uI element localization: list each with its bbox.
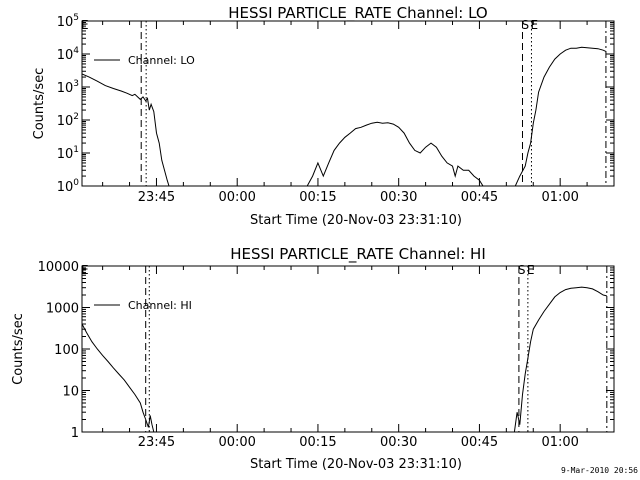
y-tick-label: 104 bbox=[57, 46, 80, 63]
series-line-segment bbox=[513, 286, 607, 432]
x-tick-label: 01:00 bbox=[541, 435, 578, 450]
event-marker-label: E bbox=[530, 18, 538, 32]
y-tick-label: 10000 bbox=[38, 260, 79, 275]
chart-title: HESSI PARTICLE_RATE Channel: HI bbox=[230, 245, 486, 264]
plot-frame bbox=[81, 20, 615, 187]
chart-title: HESSI PARTICLE_RATE Channel: LO bbox=[228, 4, 487, 23]
y-tick-label: 1000 bbox=[46, 302, 79, 317]
event-marker-label: E bbox=[81, 263, 89, 277]
series-line-segment bbox=[514, 46, 607, 186]
x-tick-label: 00:00 bbox=[218, 190, 255, 205]
y-tick-label: 103 bbox=[57, 79, 79, 96]
x-axis-label: Start Time (20-Nov-03 23:31:10) bbox=[250, 213, 462, 228]
x-tick-label: 00:30 bbox=[380, 190, 417, 205]
chart-panel-lo: HESSI PARTICLE_RATE Channel: LO 100 101 102… bbox=[32, 4, 615, 228]
y-axis-label: Counts/sec bbox=[11, 313, 26, 385]
x-axis-label: Start Time (20-Nov-03 23:31:10) bbox=[250, 457, 462, 472]
x-tick-label: 00:45 bbox=[461, 435, 498, 450]
x-tick-label: 01:00 bbox=[541, 190, 578, 205]
x-tick-label: 23:45 bbox=[138, 435, 175, 450]
legend-label: Channel: LO bbox=[128, 54, 195, 67]
y-tick-label: 102 bbox=[57, 112, 79, 129]
event-marker-label: S bbox=[521, 18, 529, 32]
y-tick-label: 105 bbox=[57, 13, 79, 30]
chart-panel-hi: HESSI PARTICLE_RATE Channel: HI 1 10 100 100… bbox=[11, 245, 615, 472]
event-marker-label: S bbox=[518, 263, 526, 277]
series-line-segment bbox=[306, 121, 484, 186]
x-tick-label: 23:45 bbox=[138, 190, 175, 205]
y-tick-label: 101 bbox=[57, 145, 79, 162]
y-axis-label: Counts/sec bbox=[32, 68, 47, 140]
x-tick-label: 00:30 bbox=[380, 435, 417, 450]
legend-label: Channel: HI bbox=[128, 299, 192, 312]
y-tick-label: 10 bbox=[62, 385, 79, 400]
x-tick-label: 00:15 bbox=[299, 435, 336, 450]
y-tick-label: 100 bbox=[57, 178, 80, 195]
event-marker-label: E bbox=[527, 263, 535, 277]
series-line-segment bbox=[82, 323, 155, 432]
x-tick-label: 00:15 bbox=[299, 190, 336, 205]
series-line-segment bbox=[82, 73, 170, 186]
plot-timestamp: 9-Mar-2010 20:56 bbox=[560, 466, 638, 475]
y-tick-label: 1 bbox=[71, 426, 79, 441]
x-tick-label: 00:45 bbox=[461, 190, 498, 205]
x-tick-label: 00:00 bbox=[218, 435, 255, 450]
y-tick-label: 100 bbox=[54, 343, 79, 358]
event-marker-label: E bbox=[81, 18, 89, 32]
